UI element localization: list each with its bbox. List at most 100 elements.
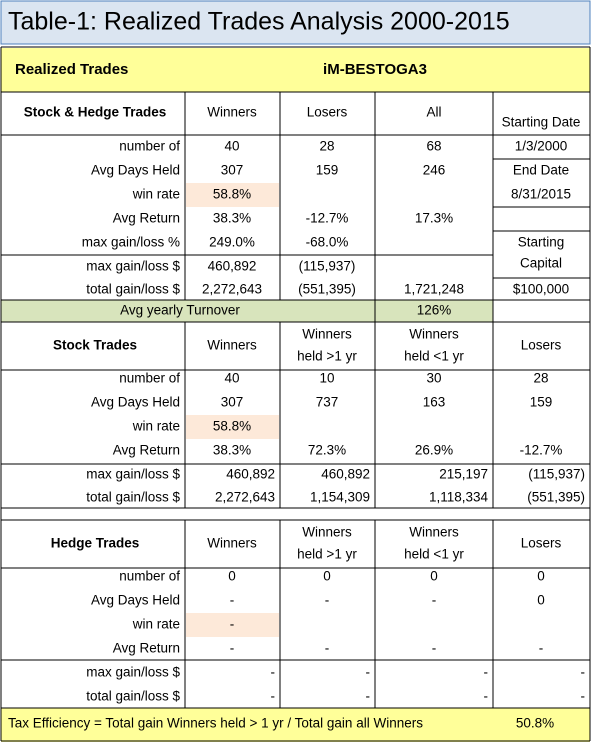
cell-value: 460,892 — [208, 259, 257, 274]
cell-value: 0 — [537, 593, 545, 608]
row-label: Avg Return — [113, 211, 180, 226]
column-header: held >1 yr — [297, 349, 357, 364]
cell-value: 0 — [537, 569, 545, 584]
cell-value: 40 — [224, 371, 239, 386]
win-rate-highlight — [186, 613, 279, 637]
cell-value: - — [271, 665, 276, 680]
section-title: Hedge Trades — [51, 536, 140, 551]
cell-value: 40 — [224, 139, 239, 154]
row-label: max gain/loss $ — [86, 467, 180, 482]
cell-value: 58.8% — [213, 419, 251, 434]
cell-value: 38.3% — [213, 211, 251, 226]
cell-value: 737 — [316, 395, 339, 410]
cell-value: 307 — [221, 163, 244, 178]
header-label: Realized Trades — [15, 61, 128, 78]
cell-value: (115,937) — [528, 467, 585, 482]
cell-value: 1,721,248 — [404, 282, 464, 297]
cell-value: 249.0% — [209, 235, 255, 250]
cell-value: - — [432, 641, 437, 656]
row-label: number of — [119, 371, 180, 386]
cell-value: 215,197 — [439, 467, 488, 482]
turnover-value: 126% — [417, 303, 452, 318]
cell-value: 1,154,309 — [310, 490, 370, 505]
side-info: End Date — [513, 163, 569, 178]
cell-value: - — [325, 593, 330, 608]
column-header: Winners — [409, 327, 459, 342]
cell-value: 26.9% — [415, 443, 453, 458]
cell-value: 72.3% — [308, 443, 346, 458]
footer-value: 50.8% — [516, 716, 554, 731]
cell-value: (551,395) — [298, 282, 356, 297]
row-label: max gain/loss $ — [86, 259, 180, 274]
cell-value: 38.3% — [213, 443, 251, 458]
cell-value: - — [230, 641, 235, 656]
side-info: Capital — [520, 256, 562, 271]
row-label: number of — [119, 569, 180, 584]
row-label: win rate — [132, 187, 180, 202]
cell-value: (551,395) — [527, 490, 585, 505]
cell-value: 28 — [319, 139, 334, 154]
cell-value: 30 — [426, 371, 441, 386]
win-rate-highlight — [186, 415, 279, 439]
cell-value: 2,272,643 — [215, 490, 275, 505]
row-label: win rate — [132, 617, 180, 632]
cell-value: 10 — [319, 371, 334, 386]
turnover-bar — [1, 300, 493, 322]
side-info: 1/3/2000 — [515, 139, 568, 154]
cell-value: 163 — [423, 395, 446, 410]
column-header: Winners — [409, 525, 459, 540]
cell-value: - — [366, 665, 371, 680]
win-rate-highlight — [186, 183, 279, 207]
row-label: number of — [119, 139, 180, 154]
row-label: Avg Return — [113, 443, 180, 458]
column-header: All — [426, 105, 441, 120]
side-info: Starting Date — [502, 115, 581, 130]
cell-value: - — [539, 641, 544, 656]
cell-value: - — [581, 665, 586, 680]
cell-value: - — [432, 593, 437, 608]
cell-value: - — [484, 689, 489, 704]
cell-value: - — [325, 641, 330, 656]
cell-value: - — [581, 689, 586, 704]
footer-label: Tax Efficiency = Total gain Winners held… — [8, 716, 423, 731]
column-header: held >1 yr — [297, 547, 357, 562]
row-label: max gain/loss $ — [86, 665, 180, 680]
column-header: Winners — [302, 327, 352, 342]
row-label: total gain/loss $ — [86, 490, 180, 505]
header-bar — [1, 48, 590, 92]
side-info: 8/31/2015 — [511, 187, 571, 202]
cell-value: 0 — [430, 569, 438, 584]
cell-value: 159 — [530, 395, 553, 410]
section-title: Stock & Hedge Trades — [24, 105, 167, 120]
turnover-label: Avg yearly Turnover — [120, 303, 240, 318]
cell-value: - — [230, 593, 235, 608]
title: Table-1: Realized Trades Analysis 2000-2… — [8, 8, 510, 36]
cell-value: 0 — [228, 569, 236, 584]
cell-value: 17.3% — [415, 211, 453, 226]
cell-value: 2,272,643 — [202, 282, 262, 297]
side-info: Starting — [518, 235, 565, 250]
cell-value: - — [271, 689, 276, 704]
cell-value: -68.0% — [306, 235, 349, 250]
header-model: iM-BESTOGA3 — [323, 61, 427, 78]
row-label: Avg Return — [113, 641, 180, 656]
cell-value: 28 — [533, 371, 548, 386]
cell-value: -12.7% — [306, 211, 349, 226]
column-header: held <1 yr — [404, 547, 464, 562]
cell-value: - — [366, 689, 371, 704]
grid-lines — [0, 46, 591, 742]
column-header: Losers — [521, 536, 562, 551]
cell-value: 1,118,334 — [429, 490, 489, 505]
column-header: Winners — [302, 525, 352, 540]
side-info: $100,000 — [513, 282, 569, 297]
column-header: Losers — [307, 105, 348, 120]
cell-value: 159 — [316, 163, 339, 178]
column-header: Winners — [207, 536, 257, 551]
cell-value: - — [230, 617, 235, 632]
section-title: Stock Trades — [53, 338, 137, 353]
cell-value: 460,892 — [321, 467, 370, 482]
row-label: win rate — [132, 419, 180, 434]
row-label: Avg Days Held — [91, 593, 180, 608]
column-header: Winners — [207, 105, 257, 120]
